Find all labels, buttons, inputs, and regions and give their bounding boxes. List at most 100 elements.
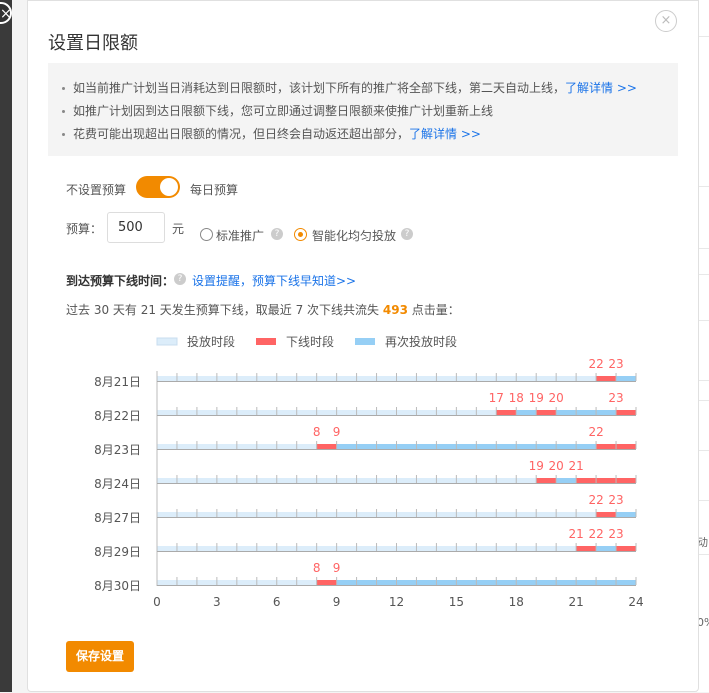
lost-clicks: 493	[382, 303, 408, 317]
offline-segment	[616, 546, 636, 551]
budget-unit: 元	[172, 222, 185, 236]
online-segment	[276, 376, 297, 381]
smart-delivery-radio[interactable]	[294, 228, 307, 241]
online-segment	[296, 478, 317, 483]
online-segment	[176, 478, 197, 483]
resumed-segment	[516, 444, 537, 449]
online-segment	[356, 410, 377, 415]
online-segment	[176, 410, 197, 415]
resumed-segment	[476, 444, 497, 449]
resumed-segment	[536, 444, 557, 449]
hour-label: 19	[529, 391, 544, 405]
online-segment	[576, 376, 597, 381]
online-segment	[376, 546, 397, 551]
online-segment	[356, 376, 377, 381]
online-segment	[196, 512, 217, 517]
offline-segment	[576, 546, 597, 551]
online-segment	[157, 410, 177, 415]
budget-toggle[interactable]	[136, 176, 180, 198]
resumed-segment	[556, 478, 577, 483]
online-segment	[176, 444, 197, 449]
hour-label: 18	[509, 391, 524, 405]
help-icon[interactable]: ?	[401, 228, 413, 240]
online-segment	[196, 478, 217, 483]
day-label: 8月29日	[94, 545, 141, 559]
online-segment	[396, 546, 417, 551]
online-segment	[556, 546, 577, 551]
set-reminder-link[interactable]: 设置提醒，预算下线早知道>>	[192, 274, 357, 288]
bullet-icon	[62, 110, 65, 113]
hour-label: 9	[333, 561, 341, 575]
resumed-segment	[456, 580, 477, 585]
hour-label: 17	[489, 391, 504, 405]
online-segment	[236, 478, 257, 483]
resumed-segment	[576, 444, 597, 449]
online-segment	[336, 546, 357, 551]
online-segment	[396, 410, 417, 415]
online-segment	[216, 512, 237, 517]
online-segment	[476, 546, 497, 551]
day-label: 8月30日	[94, 579, 141, 593]
online-segment	[416, 478, 437, 483]
offline-segment	[596, 376, 617, 381]
online-segment	[556, 376, 577, 381]
online-segment	[276, 410, 297, 415]
online-segment	[276, 478, 297, 483]
legend-label: 下线时段	[286, 334, 334, 349]
background-close-icon[interactable]: ×	[0, 2, 12, 24]
offline-segment	[496, 410, 517, 415]
no-budget-label: 不设置预算	[66, 183, 127, 197]
close-icon[interactable]: ×	[655, 10, 677, 32]
day-label: 8月24日	[94, 477, 141, 491]
learn-more-link[interactable]: 了解详情 >>	[409, 127, 481, 141]
standard-delivery-radio[interactable]	[200, 228, 213, 241]
resumed-segment	[356, 444, 377, 449]
day-label: 8月23日	[94, 443, 141, 457]
x-tick-label: 24	[628, 595, 643, 609]
day-label: 8月21日	[94, 375, 141, 389]
online-segment	[376, 478, 397, 483]
smart-delivery-label: 智能化均匀投放	[312, 229, 397, 243]
resumed-segment	[336, 444, 357, 449]
hour-label: 23	[608, 493, 623, 507]
online-segment	[176, 580, 197, 585]
online-segment	[336, 478, 357, 483]
offline-segment	[536, 410, 557, 415]
online-segment	[236, 410, 257, 415]
online-segment	[256, 546, 277, 551]
legend-swatch	[256, 338, 276, 345]
online-segment	[376, 512, 397, 517]
online-segment	[157, 376, 177, 381]
online-segment	[436, 376, 457, 381]
online-segment	[356, 546, 377, 551]
online-segment	[176, 376, 197, 381]
online-segment	[216, 444, 237, 449]
online-segment	[496, 478, 517, 483]
resumed-segment	[576, 580, 597, 585]
online-segment	[196, 410, 217, 415]
online-segment	[436, 546, 457, 551]
online-segment	[456, 376, 477, 381]
learn-more-link[interactable]: 了解详情 >>	[565, 81, 637, 95]
save-button[interactable]: 保存设置	[66, 641, 134, 672]
background-text: 0%	[697, 616, 709, 629]
online-segment	[416, 410, 437, 415]
help-icon[interactable]: ?	[271, 228, 283, 240]
hour-label: 23	[608, 391, 623, 405]
budget-input[interactable]: 500	[107, 212, 165, 243]
daily-limit-dialog: 设置日限额 × 如当前推广计划当日消耗达到日限额时，该计划下所有的推广将全部下线…	[27, 0, 699, 692]
offline-summary: 过去 30 天有 21 天发生预算下线，取最近 7 次下线共流失 493 点击量…	[66, 303, 460, 317]
hour-label: 20	[549, 459, 564, 473]
online-segment	[256, 580, 277, 585]
online-segment	[476, 512, 497, 517]
help-icon[interactable]: ?	[174, 273, 186, 285]
toggle-knob	[160, 178, 178, 196]
online-segment	[236, 444, 257, 449]
online-segment	[516, 512, 537, 517]
online-segment	[456, 410, 477, 415]
resumed-segment	[596, 546, 617, 551]
online-segment	[236, 546, 257, 551]
online-segment	[296, 410, 317, 415]
x-tick-label: 9	[333, 595, 341, 609]
online-segment	[316, 478, 337, 483]
